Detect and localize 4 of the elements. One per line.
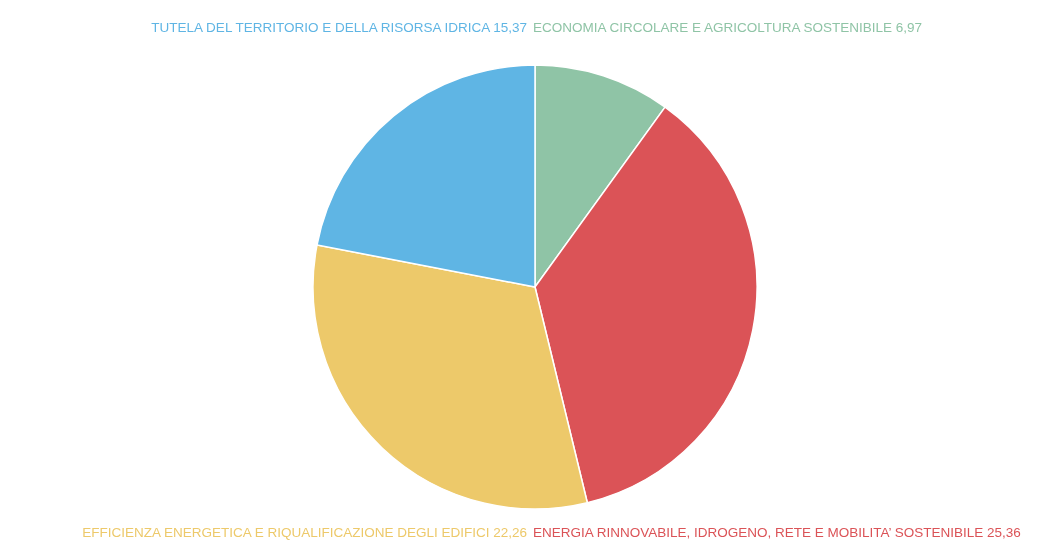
slice-label: TUTELA DEL TERRITORIO E DELLA RISORSA IDRICA 15,37 [151, 20, 527, 35]
slice-label: ENERGIA RINNOVABILE, IDROGENO, RETE E MOBILITA’ SOSTENIBILE 25,36 [533, 525, 1021, 540]
slice-label: EFFICIENZA ENERGETICA E RIQUALIFICAZIONE DEGLI EDIFICI 22,26 [82, 525, 527, 540]
slice-label: ECONOMIA CIRCOLARE E AGRICOLTURA SOSTENIBILE 6,97 [533, 20, 923, 35]
